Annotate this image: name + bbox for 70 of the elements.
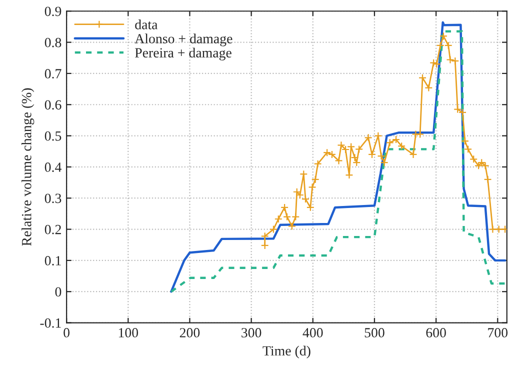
y-tick-label: 0.1 xyxy=(44,256,61,266)
point xyxy=(260,241,269,250)
point xyxy=(481,162,490,170)
x-axis-title: Time (d) xyxy=(262,346,310,358)
legend-label: data xyxy=(135,20,158,30)
point xyxy=(334,156,343,165)
point xyxy=(269,225,278,234)
point xyxy=(323,148,332,157)
point xyxy=(260,232,269,240)
point xyxy=(337,141,346,150)
point xyxy=(306,203,314,212)
point xyxy=(311,175,320,184)
point xyxy=(283,212,292,221)
point xyxy=(436,41,444,50)
point xyxy=(274,214,282,224)
point xyxy=(484,175,492,184)
point xyxy=(494,225,503,234)
point xyxy=(446,56,454,64)
x-tick-label: 100 xyxy=(118,328,138,338)
y-tick-label: 0.4 xyxy=(44,162,62,172)
point xyxy=(328,150,336,159)
point xyxy=(352,158,361,167)
x-tick-label: 300 xyxy=(242,328,262,338)
y-tick-label: 0.5 xyxy=(44,131,62,141)
point xyxy=(424,84,433,92)
x-tick-label: 400 xyxy=(302,328,323,338)
point xyxy=(460,137,470,146)
point xyxy=(308,183,316,192)
y-tick-label: 0.6 xyxy=(44,100,62,110)
point xyxy=(288,222,296,230)
point xyxy=(464,145,472,154)
point xyxy=(444,41,452,50)
point xyxy=(470,155,478,164)
point xyxy=(364,134,372,142)
point xyxy=(458,108,467,116)
point xyxy=(439,32,448,40)
point xyxy=(454,105,462,114)
y-tick-label: 0.9 xyxy=(44,6,62,16)
point xyxy=(398,142,406,150)
x-tick-label: 0 xyxy=(64,328,70,338)
point xyxy=(374,132,382,140)
point xyxy=(355,145,364,154)
y-tick-label: 0.8 xyxy=(44,38,62,48)
point xyxy=(418,74,427,82)
y-tick-label: 0.7 xyxy=(44,69,62,78)
point xyxy=(292,188,301,196)
point xyxy=(474,162,483,170)
point xyxy=(314,160,322,168)
point xyxy=(368,150,376,159)
point xyxy=(409,150,418,159)
point xyxy=(350,154,359,162)
point xyxy=(451,56,460,66)
x-tick-label: 200 xyxy=(180,328,200,338)
y-tick-label: -0.1 xyxy=(40,318,61,328)
point xyxy=(380,158,388,167)
point xyxy=(292,212,300,221)
point xyxy=(301,195,310,204)
point xyxy=(377,152,386,160)
point xyxy=(416,130,424,138)
y-tick-label: 0 xyxy=(55,287,62,297)
point xyxy=(280,203,289,212)
y-axis-title: Relative volume change (%) xyxy=(22,88,34,246)
x-tick-label: 600 xyxy=(426,328,446,338)
legend-label: Pereira + damage xyxy=(135,48,232,60)
point xyxy=(488,225,497,234)
y-tick-label: 0.2 xyxy=(44,224,61,234)
x-tick-label: 700 xyxy=(488,328,508,338)
x-tick-label: 500 xyxy=(364,328,384,338)
y-tick-label: 0.3 xyxy=(44,194,62,204)
legend-label: Alonso + damage xyxy=(134,34,232,46)
